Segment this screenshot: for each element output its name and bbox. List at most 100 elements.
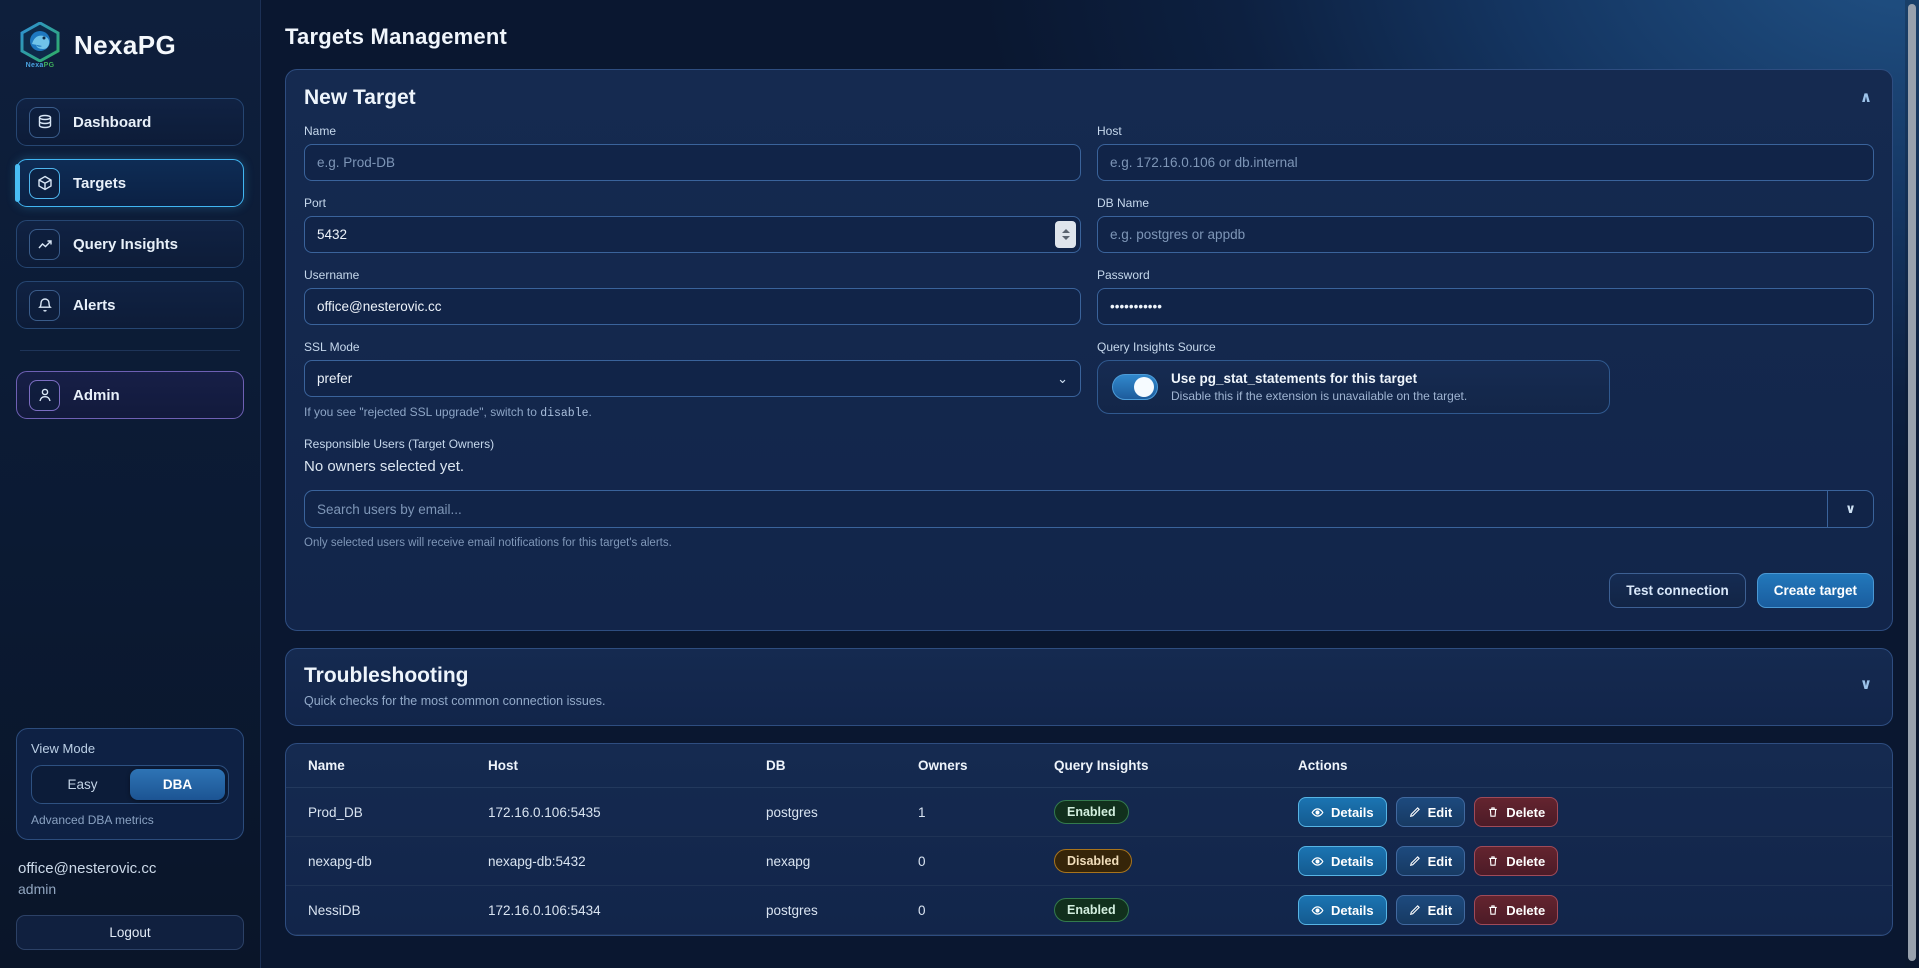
cell-owners: 1 (918, 804, 926, 820)
eye-icon (1311, 807, 1324, 817)
user-email: office@nesterovic.cc (18, 860, 157, 877)
toggle-knob (1134, 377, 1154, 397)
search-dropdown-button[interactable]: ∨ (1827, 491, 1873, 527)
user-icon (29, 379, 60, 411)
view-mode-toggle: Easy DBA (31, 765, 229, 804)
troubleshooting-card: Troubleshooting Quick checks for the mos… (285, 648, 1893, 726)
trash-icon (1489, 905, 1497, 915)
edit-button[interactable]: Edit (1395, 797, 1466, 827)
create-target-button[interactable]: Create target (1756, 573, 1874, 608)
view-mode-card: View Mode Easy DBA Advanced DBA metrics (16, 728, 244, 840)
sidebar-item-admin[interactable]: Admin (16, 371, 244, 419)
troubleshooting-title: Troubleshooting (304, 664, 469, 687)
view-mode-easy-button[interactable]: Easy (67, 777, 98, 792)
delete-button[interactable]: Delete (1474, 797, 1559, 827)
ssl-mode-value: prefer (317, 371, 353, 386)
cell-host: nexapg-db:5432 (488, 853, 586, 869)
column-header-owners: Owners (918, 758, 968, 773)
scrollbar-thumb[interactable] (1908, 4, 1916, 961)
host-field[interactable] (1097, 144, 1874, 181)
edit-button[interactable]: Edit (1395, 846, 1466, 876)
column-header-db: DB (766, 758, 786, 773)
logo-caption-right: PG (43, 62, 55, 69)
brand-title: NexaPG (74, 29, 177, 60)
test-connection-button[interactable]: Test connection (1609, 573, 1746, 608)
scrollbar-track[interactable] (1905, 0, 1919, 968)
number-stepper[interactable] (1055, 221, 1076, 248)
cell-owners: 0 (918, 853, 926, 869)
sidebar-item-label: Query Insights (73, 235, 179, 253)
sidebar-item-label: Admin (73, 386, 120, 404)
table-row: Prod_DB 172.16.0.106:5435 postgres 1 Ena… (286, 788, 1892, 837)
delete-button[interactable]: Delete (1474, 846, 1559, 876)
password-field[interactable] (1097, 288, 1874, 325)
table-row: NessiDB 172.16.0.106:5434 postgres 0 Ena… (286, 886, 1892, 935)
column-header-name: Name (308, 758, 345, 773)
sidebar-item-label: Dashboard (73, 113, 152, 131)
troubleshooting-subtitle: Quick checks for the most common connect… (304, 694, 606, 708)
sidebar-item-label: Alerts (73, 296, 116, 314)
stepper-down-icon[interactable] (1061, 236, 1070, 240)
owners-empty-text: No owners selected yet. (304, 458, 465, 475)
db-name-label: DB Name (1097, 196, 1150, 210)
table-header-row: Name Host DB Owners Query Insights Actio… (286, 744, 1892, 788)
sidebar-item-targets[interactable]: Targets (15, 159, 244, 207)
column-header-actions: Actions (1298, 758, 1348, 773)
page-title: Targets Management (285, 24, 508, 49)
stepper-up-icon[interactable] (1061, 229, 1070, 233)
targets-table-card: Name Host DB Owners Query Insights Actio… (285, 743, 1893, 936)
cell-db: postgres (766, 902, 818, 918)
edit-button[interactable]: Edit (1395, 895, 1466, 925)
pencil-icon (1409, 856, 1420, 867)
column-header-host: Host (488, 758, 518, 773)
trash-icon (1489, 807, 1497, 817)
cell-host: 172.16.0.106:5435 (488, 804, 601, 820)
cell-db: postgres (766, 804, 818, 820)
toggle-title: Use pg_stat_statements for this target (1171, 371, 1418, 386)
sidebar-item-dashboard[interactable]: Dashboard (16, 98, 244, 146)
cell-name: Prod_DB (308, 804, 363, 820)
ssl-mode-select[interactable]: prefer ⌄ (304, 360, 1081, 397)
sidebar-item-alerts[interactable]: Alerts (16, 281, 244, 329)
username-field[interactable] (304, 288, 1081, 325)
host-label: Host (1097, 124, 1122, 138)
status-badge: Enabled (1054, 800, 1129, 824)
pencil-icon (1409, 905, 1420, 916)
sidebar-spacer (16, 432, 244, 728)
pg-stat-statements-box: Use pg_stat_statements for this target D… (1097, 360, 1610, 414)
chart-icon (29, 228, 60, 260)
sidebar-divider (20, 350, 240, 351)
ssl-mode-label: SSL Mode (304, 340, 360, 354)
user-search-input[interactable] (305, 491, 1827, 527)
toggle-subtitle: Disable this if the extension is unavail… (1171, 389, 1468, 403)
user-search-group: ∨ (304, 490, 1874, 528)
collapse-down-icon[interactable]: ∨ (1859, 676, 1872, 693)
cell-db: nexapg (766, 853, 811, 869)
port-field[interactable] (304, 216, 1081, 253)
new-target-card: New Target ∧ Name Host Port (285, 69, 1893, 631)
user-role: admin (18, 881, 57, 897)
cell-name: nexapg-db (308, 853, 372, 869)
name-field[interactable] (304, 144, 1081, 181)
sidebar-item-query-insights[interactable]: Query Insights (16, 220, 244, 268)
details-button[interactable]: Details (1298, 895, 1387, 925)
logout-button[interactable]: Logout (16, 915, 244, 950)
responsible-users-label: Responsible Users (Target Owners) (304, 437, 495, 451)
db-name-field[interactable] (1097, 216, 1874, 253)
sidebar-item-label: Targets (73, 174, 127, 192)
chevron-down-icon: ∨ (1845, 501, 1856, 516)
collapse-up-icon[interactable]: ∧ (1859, 89, 1872, 106)
username-label: Username (304, 268, 360, 282)
view-mode-dba-button[interactable]: DBA (130, 769, 225, 800)
status-badge: Enabled (1054, 898, 1129, 922)
details-button[interactable]: Details (1298, 846, 1387, 876)
status-badge: Disabled (1054, 849, 1133, 873)
ssl-hint-code: disable (540, 407, 589, 420)
password-label: Password (1097, 268, 1150, 282)
pg-stat-statements-toggle[interactable] (1112, 374, 1158, 400)
cell-name: NessiDB (308, 902, 361, 918)
delete-button[interactable]: Delete (1474, 895, 1559, 925)
details-button[interactable]: Details (1298, 797, 1387, 827)
new-target-title: New Target (304, 86, 416, 109)
